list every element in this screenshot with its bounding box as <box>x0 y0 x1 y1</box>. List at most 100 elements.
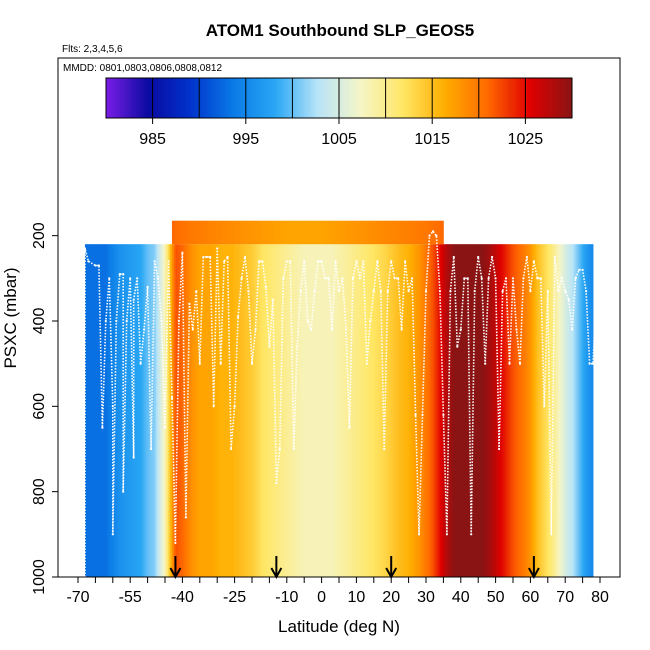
colorbar-swatch <box>339 78 342 118</box>
heat-cell <box>438 244 441 577</box>
heat-cell <box>420 244 423 577</box>
heat-cell <box>542 244 545 577</box>
heat-cell <box>278 244 281 577</box>
colorbar-swatch <box>366 78 370 118</box>
heat-cell <box>526 244 530 577</box>
x-axis: -70 -55 -40 -25 -10 0 10 20 30 40 50 60 70 80 <box>58 576 620 606</box>
heat-cell-upper <box>205 220 208 245</box>
heat-cell-upper <box>379 220 382 245</box>
colorbar-swatch <box>262 78 265 118</box>
colorbar-swatch <box>210 78 214 118</box>
colorbar-swatch <box>164 78 167 118</box>
heat-cell <box>464 244 467 577</box>
heat-cell-upper <box>258 220 262 245</box>
track-point <box>184 516 187 519</box>
heat-cell-upper <box>408 220 411 245</box>
heat-cell <box>112 244 115 577</box>
heat-cell <box>424 244 427 577</box>
track-point <box>268 345 271 348</box>
heat-cell <box>203 244 206 577</box>
track-point <box>240 277 243 280</box>
heat-cell <box>105 244 108 577</box>
track-point <box>143 328 146 331</box>
track-point <box>477 255 480 259</box>
track-point <box>574 277 577 280</box>
heat-cell <box>387 244 390 577</box>
heat-cell <box>107 244 110 577</box>
heat-cell-upper <box>384 220 387 245</box>
colorbar-swatch <box>171 78 174 118</box>
track-point <box>571 328 574 331</box>
heat-cell <box>300 244 303 577</box>
heat-cell <box>316 244 319 577</box>
track-point <box>421 413 424 416</box>
heat-cell-upper <box>373 220 376 245</box>
heat-cell <box>201 244 204 577</box>
track-point <box>170 396 174 399</box>
colorbar-swatch <box>413 78 417 118</box>
track-point <box>449 290 452 293</box>
heat-cell <box>401 244 404 577</box>
track-point <box>94 264 97 267</box>
colorbar-tick-label: 1015 <box>414 131 450 148</box>
heat-cell <box>213 244 216 577</box>
colorbar-swatch <box>397 78 400 118</box>
heat-cell-upper <box>248 220 251 245</box>
colorbar-swatch <box>343 78 347 118</box>
heat-cell <box>192 244 195 577</box>
track-point <box>285 260 288 263</box>
heat-cell <box>502 244 505 577</box>
colorbar-swatch <box>189 78 193 118</box>
colorbar-swatch <box>385 78 389 118</box>
colorbar-swatch <box>541 78 545 118</box>
heat-cell <box>86 244 89 577</box>
heat-cell <box>525 244 528 577</box>
heat-cell <box>269 244 272 577</box>
heat-cell-upper <box>177 220 180 245</box>
heat-cell <box>283 244 286 577</box>
heat-cell-upper <box>220 220 223 245</box>
heat-cell <box>580 244 583 577</box>
colorbar-swatch <box>460 78 463 118</box>
track-point <box>539 277 542 280</box>
heat-cell <box>426 244 429 577</box>
colorbar-swatch <box>364 78 368 118</box>
track-point <box>132 298 135 301</box>
track-point <box>362 260 365 263</box>
y-tick-label: 1000 <box>31 559 48 595</box>
heat-cell-upper <box>265 220 269 245</box>
colorbar-swatch <box>488 78 491 118</box>
colorbar-swatch <box>516 78 519 118</box>
heat-cell <box>119 244 122 577</box>
heat-cell <box>276 244 279 577</box>
x-tick-label: 20 <box>382 589 400 606</box>
track-point <box>101 426 104 429</box>
track-point <box>445 533 448 536</box>
x-tick-label: 30 <box>417 589 435 606</box>
heat-cell <box>516 244 519 577</box>
heat-cell <box>178 244 182 577</box>
heat-cell <box>271 244 274 577</box>
heat-cell-upper <box>396 220 399 245</box>
heat-cell-upper <box>305 220 309 245</box>
heat-cell-upper <box>339 220 342 245</box>
colorbar-swatch <box>362 78 366 118</box>
heat-cell <box>399 244 403 577</box>
heat-cell <box>312 244 316 577</box>
heat-cell <box>570 244 573 577</box>
heat-cell-upper <box>391 220 394 245</box>
track-point <box>550 533 553 536</box>
heat-cell <box>586 244 589 577</box>
heat-cell-upper <box>359 220 363 245</box>
colorbar-swatch <box>478 78 482 118</box>
colorbar-swatch <box>567 78 571 118</box>
heat-cell <box>488 244 491 577</box>
colorbar-swatch <box>257 78 261 118</box>
heat-cell <box>535 244 538 577</box>
track-point <box>348 426 351 429</box>
heat-cell-upper <box>323 220 326 245</box>
track-point <box>83 247 87 250</box>
heat-cell-upper <box>243 220 246 245</box>
heat-cell-upper <box>285 220 288 245</box>
colorbar-swatch <box>234 78 237 118</box>
